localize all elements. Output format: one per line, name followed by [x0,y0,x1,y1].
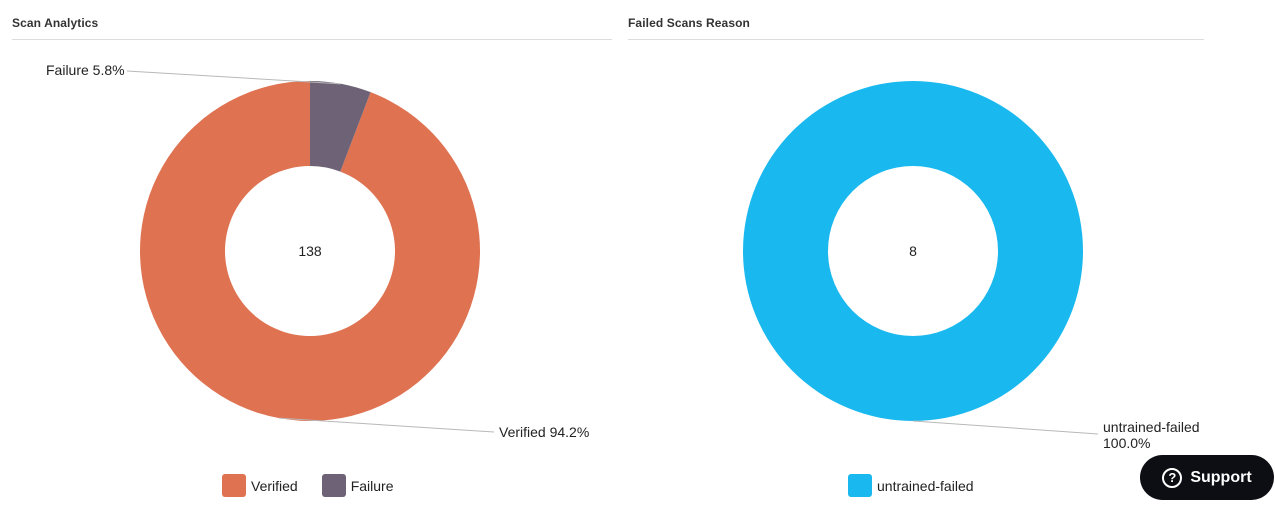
panel-title: Scan Analytics [12,16,99,30]
legend-label: Failure [350,477,394,494]
legend-item-failure[interactable]: Failure [321,474,394,497]
donut-center-label: 8 [909,243,917,259]
legend-swatch [321,474,346,497]
support-button[interactable]: ? Support [1140,455,1274,500]
failed-scans-legend: untrained-failed [848,474,998,497]
legend-label: untrained-failed [877,477,974,494]
failed-scans-reason-panel: Failed Scans Reason [628,0,1204,509]
divider [12,39,612,40]
data-label-failure: Failure 5.8% [46,62,125,78]
panel-title: Failed Scans Reason [628,16,750,30]
slice-failure[interactable] [310,81,371,172]
donut-center-label: 138 [298,243,322,259]
legend-item-untrained-failed[interactable]: untrained-failed [848,474,974,497]
slice-untrained-failed[interactable] [743,81,1083,421]
slice-verified[interactable] [140,81,481,421]
legend-item-verified[interactable]: Verified [222,474,298,497]
legend-label: Verified [251,477,298,494]
leader-line [912,420,1099,435]
legend-swatch [848,474,872,497]
leader-line-verified [279,417,495,433]
leader-line-failure [126,70,341,85]
question-circle-icon: ? [1162,467,1183,488]
support-label: Support [1190,468,1252,486]
legend-swatch [222,474,246,497]
data-label-verified: Verified 94.2% [499,424,589,440]
scan-analytics-panel: Scan Analytics [12,0,612,509]
scan-analytics-legend: Verified Failure [222,474,418,497]
divider [628,39,1204,40]
data-label-untrained-failed: untrained-failed 100.0% [1103,419,1203,451]
